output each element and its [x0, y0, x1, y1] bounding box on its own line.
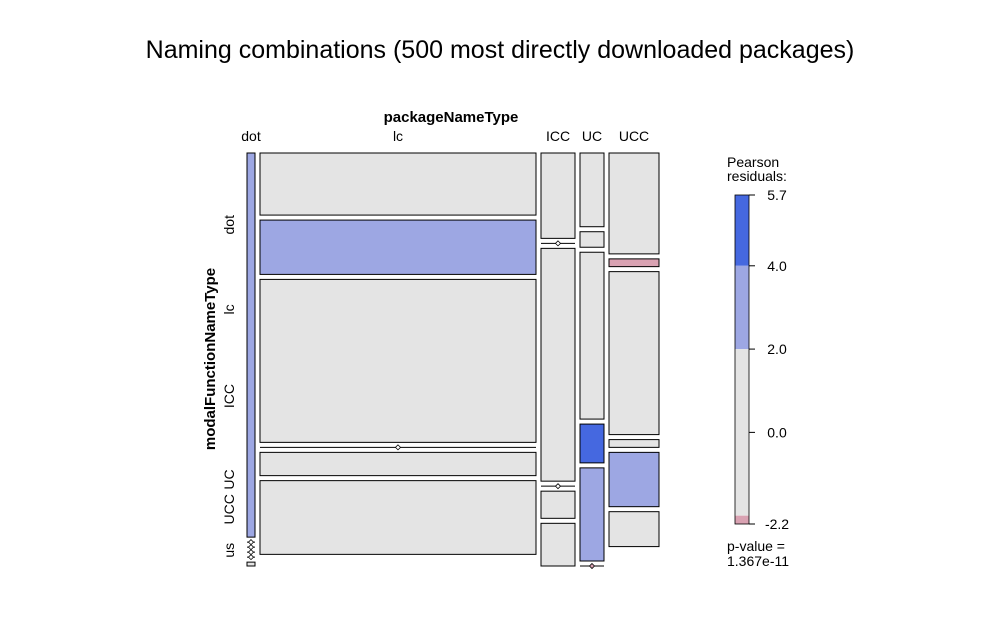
tile-ucc-dot [608, 152, 660, 255]
p-value: 1.367e-11 [727, 553, 789, 569]
tile-ucc-ucc [608, 451, 660, 508]
empty-cell-marker-icc-uc [554, 483, 562, 490]
tile-icc-ucc [540, 490, 576, 519]
x-tick-label-ucc: UCC [619, 128, 649, 144]
tile-uc-uc [579, 423, 605, 464]
empty-cell-marker-icc-lc [554, 240, 562, 247]
legend-title: Pearson residuals: [727, 154, 787, 184]
tile-icc-us [540, 522, 576, 567]
empty-cell-marker-dot-lc [247, 539, 255, 546]
tile-uc-dot [579, 152, 605, 228]
tile-ucc-lc [608, 258, 660, 268]
tile-uc-icc [579, 251, 605, 420]
tile-ucc-icc [608, 271, 660, 436]
legend-color-bar [734, 194, 750, 525]
x-tick-label-icc: ICC [546, 128, 570, 144]
legend-tick-label-0: 5.7 [767, 187, 787, 203]
y-tick-label-dot: dot [221, 215, 237, 235]
legend-tick-label-2: 2.0 [767, 341, 787, 357]
y-tick-label-ucc: UCC [221, 494, 237, 524]
x-category-labels: dot lc ICC UC UCC [241, 128, 649, 144]
legend-tick-label-3: 0.0 [767, 424, 787, 440]
empty-cell-marker-dot-uc [247, 549, 255, 556]
y-tick-label-us: us [221, 543, 237, 558]
tile-uc-ucc [579, 467, 605, 562]
empty-cell-marker-dot-icc [247, 544, 255, 551]
y-category-labels: dot lc ICC UC UCC us [221, 215, 237, 558]
legend-band-2 [735, 349, 749, 516]
p-value-label: p-value = [727, 538, 785, 554]
mosaic-tiles [246, 152, 660, 570]
x-tick-label-uc: UC [582, 128, 602, 144]
legend-band-0 [735, 195, 749, 266]
tile-dot-dot [246, 152, 256, 538]
tile-lc-us [259, 480, 537, 555]
tile-ucc-uc [608, 439, 660, 448]
x-tick-label-lc: lc [393, 128, 403, 144]
tile-icc-icc [540, 247, 576, 482]
tile-ucc-us [608, 511, 660, 548]
y-tick-label-icc: ICC [221, 384, 237, 408]
legend-band-1 [735, 265, 749, 350]
tile-lc-lc [259, 219, 537, 275]
x-tick-label-dot: dot [241, 128, 261, 144]
legend-tick-label-4: -2.2 [765, 516, 789, 532]
y-tick-label-uc: UC [221, 469, 237, 489]
legend-tick-label-1: 4.0 [767, 258, 787, 274]
legend-bar-outline [734, 194, 750, 525]
tile-lc-icc [259, 278, 537, 443]
legend-band-3 [735, 515, 749, 524]
tile-uc-lc [579, 231, 605, 248]
empty-cell-marker-lc-uc [394, 444, 402, 451]
empty-cell-marker-dot-ucc [247, 554, 255, 561]
tile-lc-ucc [259, 451, 537, 477]
y-axis-title: modalFunctionNameType [202, 268, 219, 450]
empty-cell-marker-uc-us [588, 562, 596, 570]
residuals-legend: Pearson residuals: 5.7 4.0 2.0 0.0 -2.2 p-val… [727, 154, 789, 569]
tile-lc-dot [259, 152, 537, 216]
legend-tick-labels: 5.7 4.0 2.0 0.0 -2.2 [749, 187, 789, 532]
tile-icc-dot [540, 152, 576, 239]
x-axis-title: packageNameType [384, 109, 519, 126]
tile-dot-us [246, 561, 256, 567]
y-tick-label-lc: lc [221, 304, 237, 314]
chart-title: Naming combinations (500 most directly d… [146, 36, 855, 64]
